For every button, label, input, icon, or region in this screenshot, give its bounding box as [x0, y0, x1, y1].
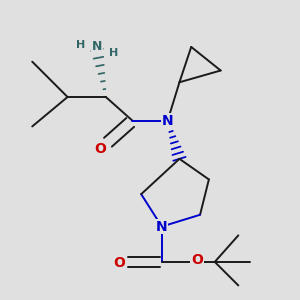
Text: N: N [92, 40, 102, 53]
Text: O: O [113, 256, 125, 270]
Text: H: H [109, 48, 118, 58]
Text: H: H [76, 40, 86, 50]
Text: O: O [191, 254, 203, 267]
Text: N: N [162, 114, 173, 128]
Text: N: N [156, 220, 168, 234]
Text: O: O [94, 142, 106, 155]
